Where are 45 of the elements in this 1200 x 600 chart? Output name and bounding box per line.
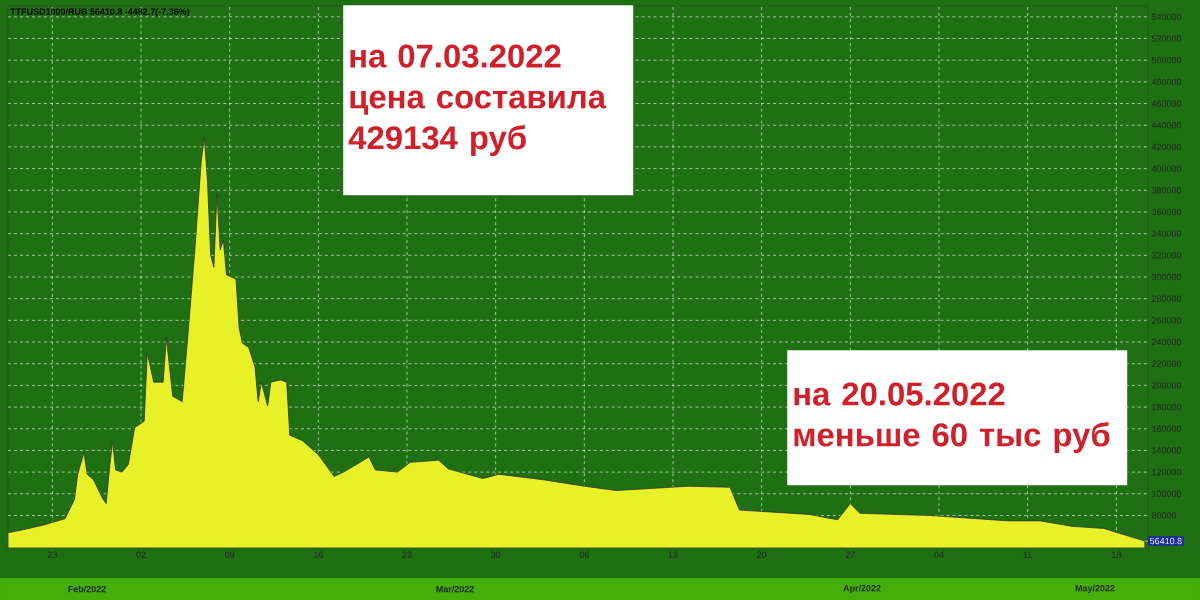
x-tick-label: 30 — [491, 551, 501, 558]
chart-title: TTFUSD1000/RUB 56410.8 -4482.7(-7.36%) — [10, 8, 190, 17]
y-tick-label: 240000 — [1151, 338, 1182, 346]
y-tick-label: 500000 — [1151, 57, 1182, 64]
annotation: 56410.8 — [1150, 537, 1182, 545]
annotation: на 20.05.2022 меньше 60 тыс руб — [794, 382, 1110, 453]
y-tick-label: 400000 — [1151, 165, 1182, 172]
annotation: на 07.03.2022 цена составила 429134 руб — [348, 44, 607, 156]
y-tick-label: 380000 — [1151, 187, 1182, 194]
x-tick-label: 23 — [402, 551, 412, 558]
y-tick-label: 340000 — [1151, 230, 1182, 237]
y-tick-label: 300000 — [1151, 273, 1182, 281]
y-tick-label: 480000 — [1151, 78, 1182, 86]
text: Apr/2022 — [843, 584, 881, 594]
y-tick-label: 420000 — [1151, 143, 1182, 151]
y-tick-label: 220000 — [1151, 360, 1182, 367]
x-tick-label: 18 — [1112, 551, 1121, 558]
text: Mar/2022 — [436, 585, 474, 593]
y-tick-label: 460000 — [1151, 100, 1182, 107]
y-tick-label: 180000 — [1152, 403, 1182, 411]
y-tick-label: 120000 — [1152, 468, 1182, 476]
x-tick-label: 16 — [314, 551, 323, 558]
y-tick-label: 540000 — [1151, 13, 1182, 21]
y-tick-label: 260000 — [1151, 317, 1182, 324]
text: Feb/2022 — [68, 585, 106, 593]
y-tick-label: 520000 — [1151, 35, 1182, 42]
y-tick-label: 200000 — [1151, 382, 1182, 389]
x-tick-label: 06 — [579, 551, 589, 558]
y-tick-label: 160000 — [1152, 425, 1182, 432]
y-tick-label: 280000 — [1151, 295, 1182, 302]
y-tick-label: 320000 — [1151, 252, 1182, 259]
y-tick-label: 360000 — [1151, 208, 1182, 216]
y-tick-label: 440000 — [1151, 122, 1182, 129]
x-tick-label: 09 — [225, 551, 235, 558]
y-tick-label: 140000 — [1152, 447, 1182, 454]
x-tick-label: 23 — [47, 551, 57, 558]
y-tick-label: 100000 — [1152, 490, 1182, 497]
x-tick-label: 04 — [934, 551, 944, 558]
text: May/2022 — [1075, 584, 1115, 594]
x-tick-label: 02 — [136, 551, 146, 558]
x-tick-label: 13 — [668, 551, 678, 558]
x-tick-label: 20 — [757, 551, 767, 558]
x-tick-label: 27 — [845, 551, 855, 558]
y-tick-label: 80000 — [1151, 512, 1177, 519]
x-tick-label: 11 — [1023, 551, 1032, 558]
